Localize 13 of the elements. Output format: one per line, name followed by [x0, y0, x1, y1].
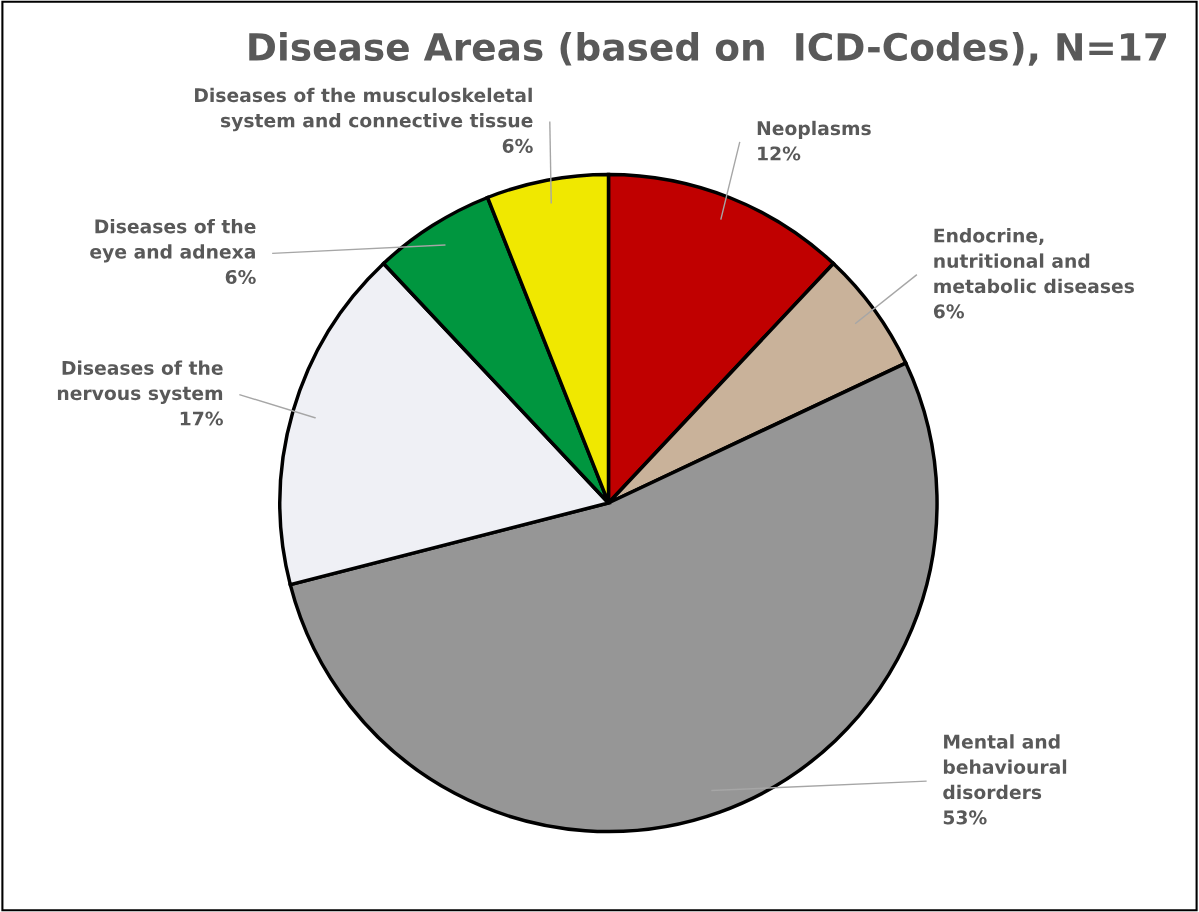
data-label: 17%: [180, 411, 223, 426]
data-label: 6%: [933, 304, 965, 319]
slice-label: Endocrine, nutritional and metabolic diseases: [934, 228, 1134, 294]
slice-label: Mental and behavioural disorders: [943, 734, 1067, 800]
slice-label: Diseases of the musculoskeletal system and connective tissue: [195, 87, 533, 132]
slice-label: Diseases of the eye and adnexa: [90, 218, 256, 263]
data-label: 12%: [758, 146, 801, 161]
data-label: 6%: [225, 269, 256, 285]
slice-label: Neoplasms: [757, 120, 871, 139]
data-label: 53%: [943, 810, 987, 825]
chart-title: Disease Areas (based on ICD-Codes), N=17: [249, 32, 1167, 66]
data-label: 6%: [502, 138, 533, 153]
slice-label: Diseases of the nervous system: [57, 360, 223, 404]
